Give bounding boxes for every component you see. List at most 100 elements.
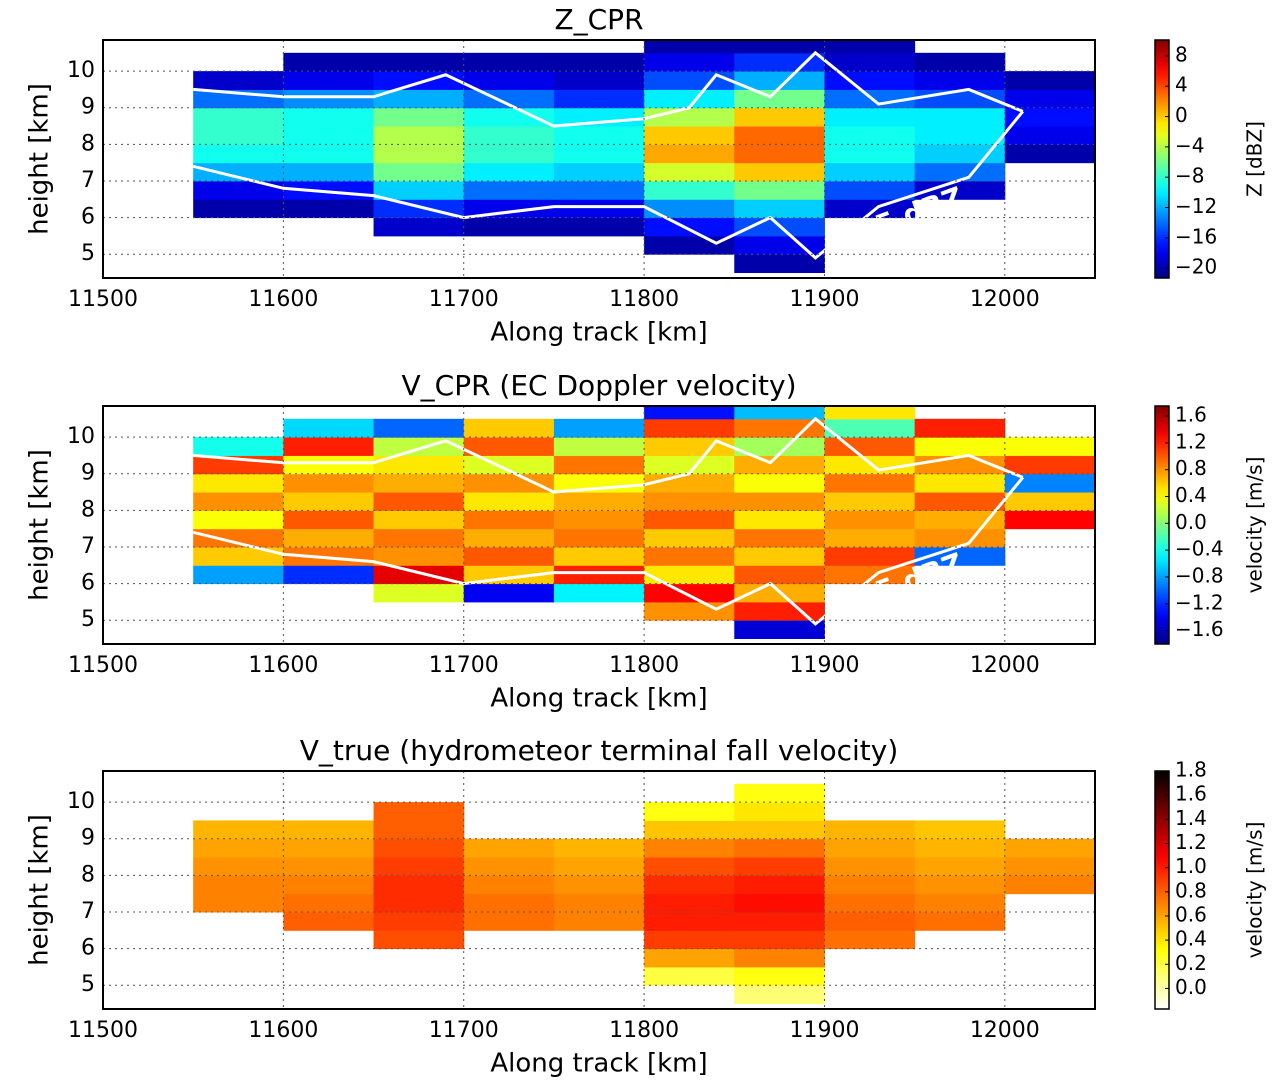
heatmap-cell bbox=[463, 911, 555, 931]
heatmap-cell bbox=[373, 875, 465, 895]
heatmap-cell bbox=[553, 857, 645, 876]
heatmap-cell bbox=[373, 126, 465, 145]
heatmap-cell bbox=[734, 948, 825, 968]
x-tick-label: 11800 bbox=[609, 1018, 679, 1043]
heatmap-cell bbox=[914, 857, 1006, 876]
heatmap-cell bbox=[463, 893, 555, 913]
y-tick-label: 7 bbox=[81, 168, 95, 193]
heatmap-cell bbox=[824, 40, 916, 54]
heatmap-cell bbox=[553, 89, 645, 109]
heatmap-cell bbox=[283, 162, 375, 182]
heatmap-cell bbox=[824, 162, 916, 182]
heatmap-cell bbox=[644, 565, 735, 585]
heatmap-cell bbox=[373, 418, 465, 438]
heatmap-cell bbox=[734, 180, 825, 200]
heatmap-cell bbox=[283, 107, 375, 127]
heatmap-cell bbox=[1004, 492, 1095, 511]
heatmap-cell bbox=[373, 180, 465, 200]
y-tick-label: 5 bbox=[81, 972, 95, 997]
colorbar-tick-label: 0.8 bbox=[1175, 878, 1207, 902]
x-tick-label: 12000 bbox=[970, 1018, 1040, 1043]
heatmap-cell bbox=[644, 893, 735, 913]
heatmap-cell bbox=[373, 107, 465, 127]
colorbar: −20 −16 −12 −8 −4 0 4 8 Z [dBZ] bbox=[1154, 39, 1267, 279]
heatmap-cell bbox=[193, 528, 284, 548]
heatmap-cell bbox=[463, 71, 555, 90]
y-tick-label: 6 bbox=[81, 571, 95, 596]
x-tick-label: 11600 bbox=[248, 1018, 318, 1043]
heatmap-cell bbox=[914, 107, 1006, 127]
heatmap-cell bbox=[373, 546, 465, 566]
heatmap-cell bbox=[193, 71, 284, 90]
heatmap-cell bbox=[193, 565, 284, 585]
heatmap-cell bbox=[463, 144, 555, 164]
heatmap-cell bbox=[463, 437, 555, 456]
heatmap-cell bbox=[373, 820, 465, 840]
colorbar-tick-label: 1.2 bbox=[1175, 429, 1207, 453]
heatmap-cell bbox=[914, 71, 1006, 90]
y-tick-label: 9 bbox=[81, 826, 95, 851]
colorbar-body bbox=[1154, 770, 1170, 1010]
heatmap-cell bbox=[283, 71, 375, 90]
colorbar-tick-label: 0.6 bbox=[1175, 902, 1207, 926]
heatmap-cell bbox=[914, 180, 1006, 200]
heatmap-cell bbox=[463, 473, 555, 493]
colorbar-tick-label: −1.6 bbox=[1175, 617, 1224, 641]
heatmap-cell bbox=[463, 583, 555, 603]
colorbar-tick-label: 1.6 bbox=[1175, 782, 1207, 806]
y-tick-label: 8 bbox=[81, 862, 95, 887]
heatmap-cell bbox=[463, 838, 555, 858]
colorbar-body bbox=[1154, 39, 1170, 279]
heatmap-cell bbox=[824, 528, 916, 548]
heatmap-cell bbox=[553, 838, 645, 858]
heatmap-cell bbox=[283, 857, 375, 876]
heatmap-cell bbox=[283, 199, 375, 219]
heatmap-cell bbox=[644, 126, 735, 145]
colorbar-body bbox=[1154, 405, 1170, 645]
heatmap-cell bbox=[463, 217, 555, 237]
x-tick-label: 11800 bbox=[609, 287, 679, 312]
x-tick-label: 12000 bbox=[970, 287, 1040, 312]
heatmap-cell bbox=[644, 911, 735, 931]
heatmap-cell bbox=[644, 966, 735, 986]
heatmap-cell bbox=[553, 510, 645, 530]
panel-title: V_CPR (EC Doppler velocity) bbox=[401, 369, 796, 402]
heatmap-cell bbox=[734, 107, 825, 127]
heatmap-cell bbox=[644, 406, 735, 420]
colorbar-tick-label: −8 bbox=[1175, 164, 1204, 188]
plot-frame bbox=[102, 770, 1096, 1010]
heatmap-cell bbox=[283, 893, 375, 913]
heatmap-cell bbox=[734, 857, 825, 876]
heatmap-cell bbox=[553, 199, 645, 219]
heatmap-cell bbox=[463, 546, 555, 566]
heatmap-cell bbox=[824, 437, 916, 456]
heatmap-cell bbox=[193, 180, 284, 200]
heatmap-cell bbox=[373, 583, 465, 603]
colorbar-label: velocity [m/s] bbox=[1243, 457, 1267, 594]
heatmap-cell bbox=[283, 437, 375, 456]
heatmap-cell bbox=[644, 40, 735, 54]
x-tick-label: 11500 bbox=[68, 1018, 138, 1043]
heatmap-cell bbox=[553, 71, 645, 90]
heatmap-cell bbox=[914, 126, 1006, 145]
colorbar-tick-label: 1.2 bbox=[1175, 830, 1207, 854]
colorbar-label: Z [dBZ] bbox=[1243, 121, 1267, 197]
panel-title: Z_CPR bbox=[554, 3, 643, 36]
heatmap-cell bbox=[283, 820, 375, 840]
heatmap-cell bbox=[734, 89, 825, 109]
heatmap-cell bbox=[644, 528, 735, 548]
x-tick-label: 11900 bbox=[789, 653, 859, 678]
heatmap-cell bbox=[553, 126, 645, 145]
heatmap-cell bbox=[644, 930, 735, 950]
heatmap-cell bbox=[914, 820, 1006, 840]
heatmap-cell bbox=[914, 893, 1006, 913]
plot-frame bbox=[102, 405, 1096, 645]
heatmap-cell bbox=[644, 71, 735, 90]
heatmap-cell bbox=[734, 875, 825, 895]
heatmap-cell bbox=[553, 180, 645, 200]
heatmap-cell bbox=[283, 911, 375, 931]
heatmap-cell bbox=[283, 492, 375, 511]
heatmap-cell bbox=[734, 254, 825, 274]
heatmap-cell bbox=[734, 455, 825, 475]
plot-frame bbox=[102, 39, 1096, 279]
